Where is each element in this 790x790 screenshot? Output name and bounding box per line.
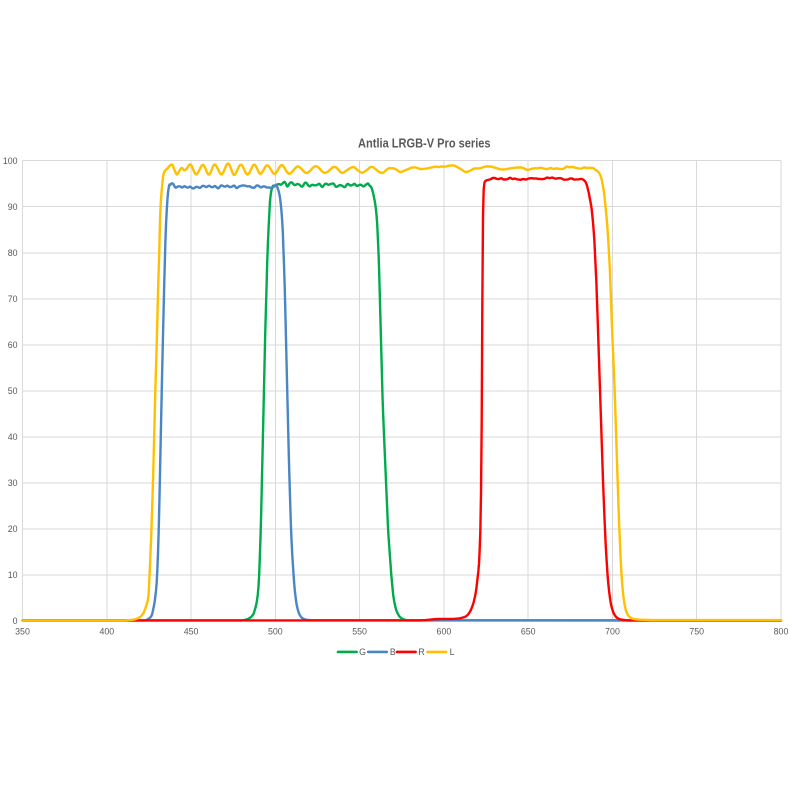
svg-text:20: 20 [8,524,18,534]
svg-text:400: 400 [99,627,114,637]
svg-text:10: 10 [8,570,18,580]
svg-text:B: B [390,647,396,657]
svg-text:450: 450 [184,627,199,637]
svg-text:L: L [450,647,455,657]
svg-text:70: 70 [8,294,18,304]
svg-text:50: 50 [8,386,18,396]
svg-text:40: 40 [8,432,18,442]
svg-text:Antlia LRGB-V Pro series: Antlia LRGB-V Pro series [358,135,491,150]
svg-text:100: 100 [3,156,18,166]
svg-text:0: 0 [13,616,18,626]
svg-text:600: 600 [437,627,452,637]
svg-text:80: 80 [8,248,18,258]
svg-text:R: R [418,647,424,657]
svg-text:550: 550 [352,627,367,637]
svg-text:G: G [359,647,366,657]
svg-text:800: 800 [774,627,789,637]
svg-text:650: 650 [521,627,536,637]
svg-text:500: 500 [268,627,283,637]
svg-text:90: 90 [8,202,18,212]
svg-text:30: 30 [8,478,18,488]
svg-text:700: 700 [605,627,620,637]
svg-text:350: 350 [15,627,30,637]
svg-text:60: 60 [8,340,18,350]
svg-text:750: 750 [689,627,704,637]
